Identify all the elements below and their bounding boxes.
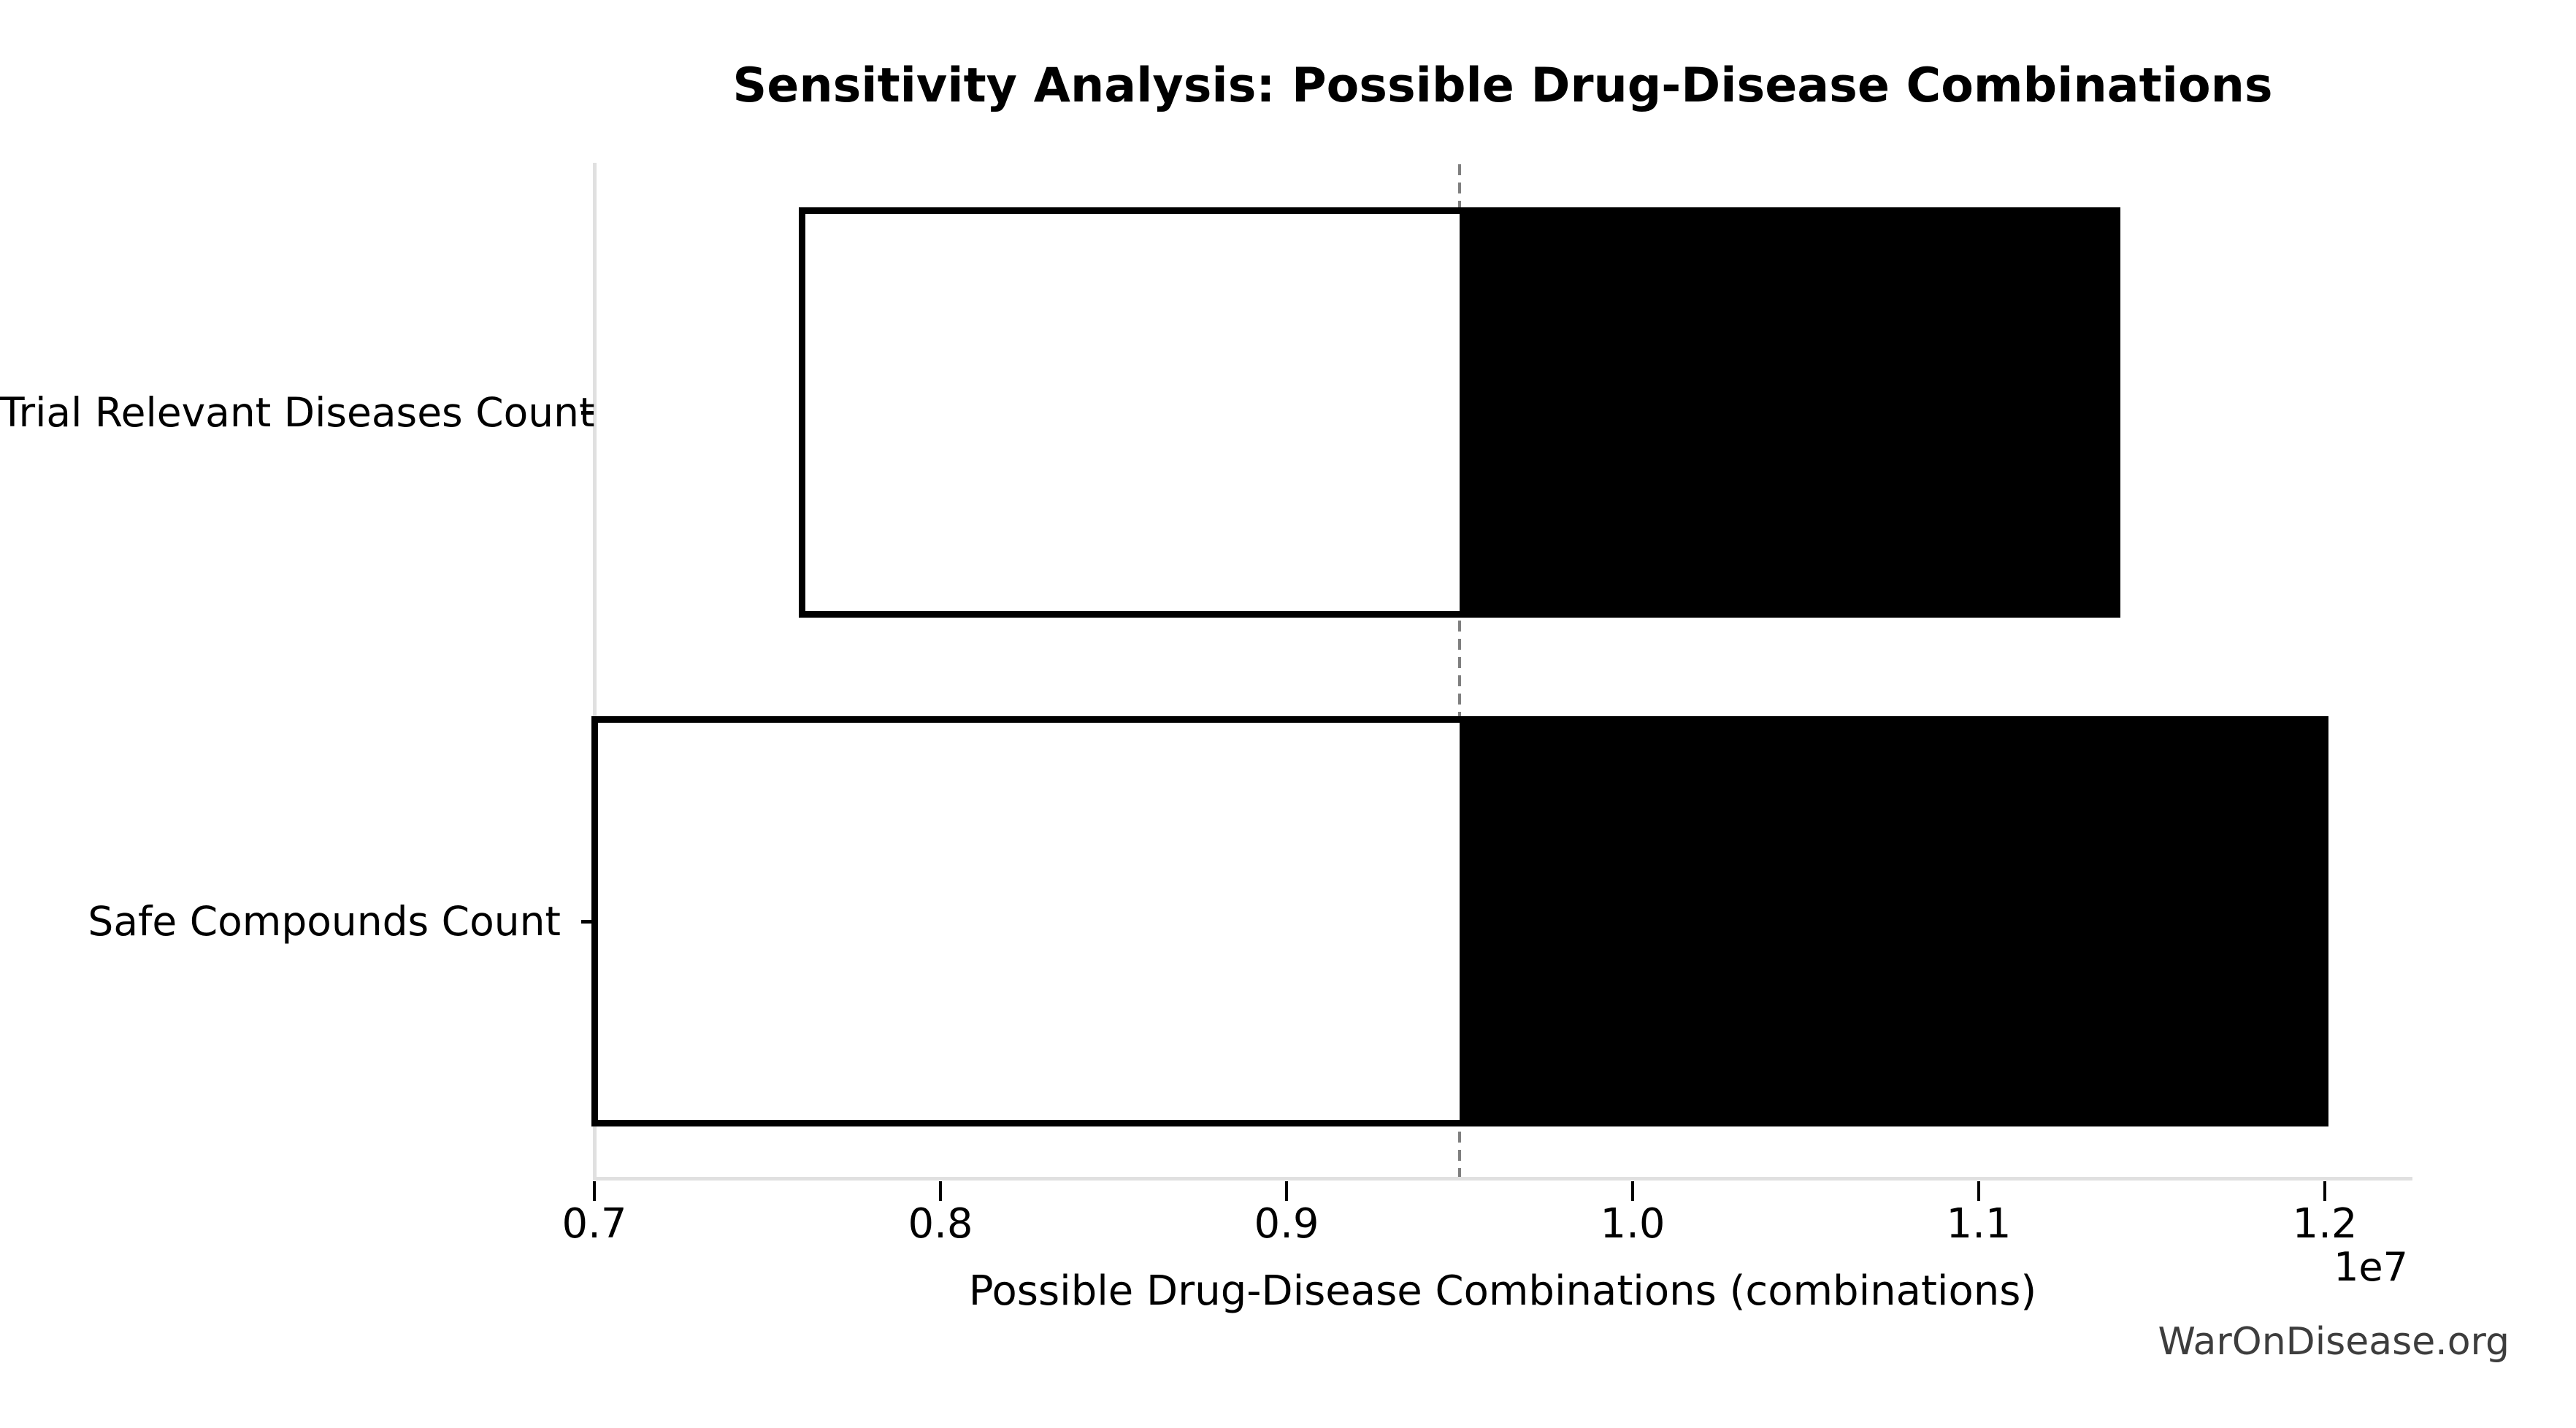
chart-title: Sensitivity Analysis: Possible Drug-Dise… [732,58,2273,113]
y-tick-mark [581,919,594,924]
y-tick-label-trial-relevant-diseases-count: Trial Relevant Diseases Count [0,389,595,436]
x-tick-label: 1.2 [2292,1200,2358,1248]
x-tick-mark [2323,1181,2326,1201]
y-tick-mark [581,410,594,415]
bar-safe-compounds-count-high-segment [1460,716,2328,1126]
y-tick-label-safe-compounds-count: Safe Compounds Count [88,898,561,945]
x-tick-mark [1631,1181,1634,1201]
x-tick-mark [1977,1181,1980,1201]
x-axis-offset-label: 1e7 [2334,1244,2408,1290]
x-tick-label: 0.8 [908,1200,973,1248]
x-tick-label: 0.9 [1254,1200,1319,1248]
x-tick-label: 1.1 [1946,1200,2012,1248]
x-tick-label: 0.7 [561,1200,627,1248]
watermark-text: WarOnDisease.org [2158,1320,2510,1364]
y-axis-spine [593,163,597,1181]
baseline-dashed-line [1458,164,1461,1177]
x-tick-mark [593,1181,596,1201]
x-axis-spine [593,1177,2412,1181]
x-axis-label: Possible Drug-Disease Combinations (comb… [968,1267,2037,1315]
x-tick-mark [1285,1181,1288,1201]
x-tick-mark [939,1181,942,1201]
bar-trial-relevant-diseases-count-high-segment [1460,207,2121,618]
x-tick-label: 1.0 [1600,1200,1665,1248]
